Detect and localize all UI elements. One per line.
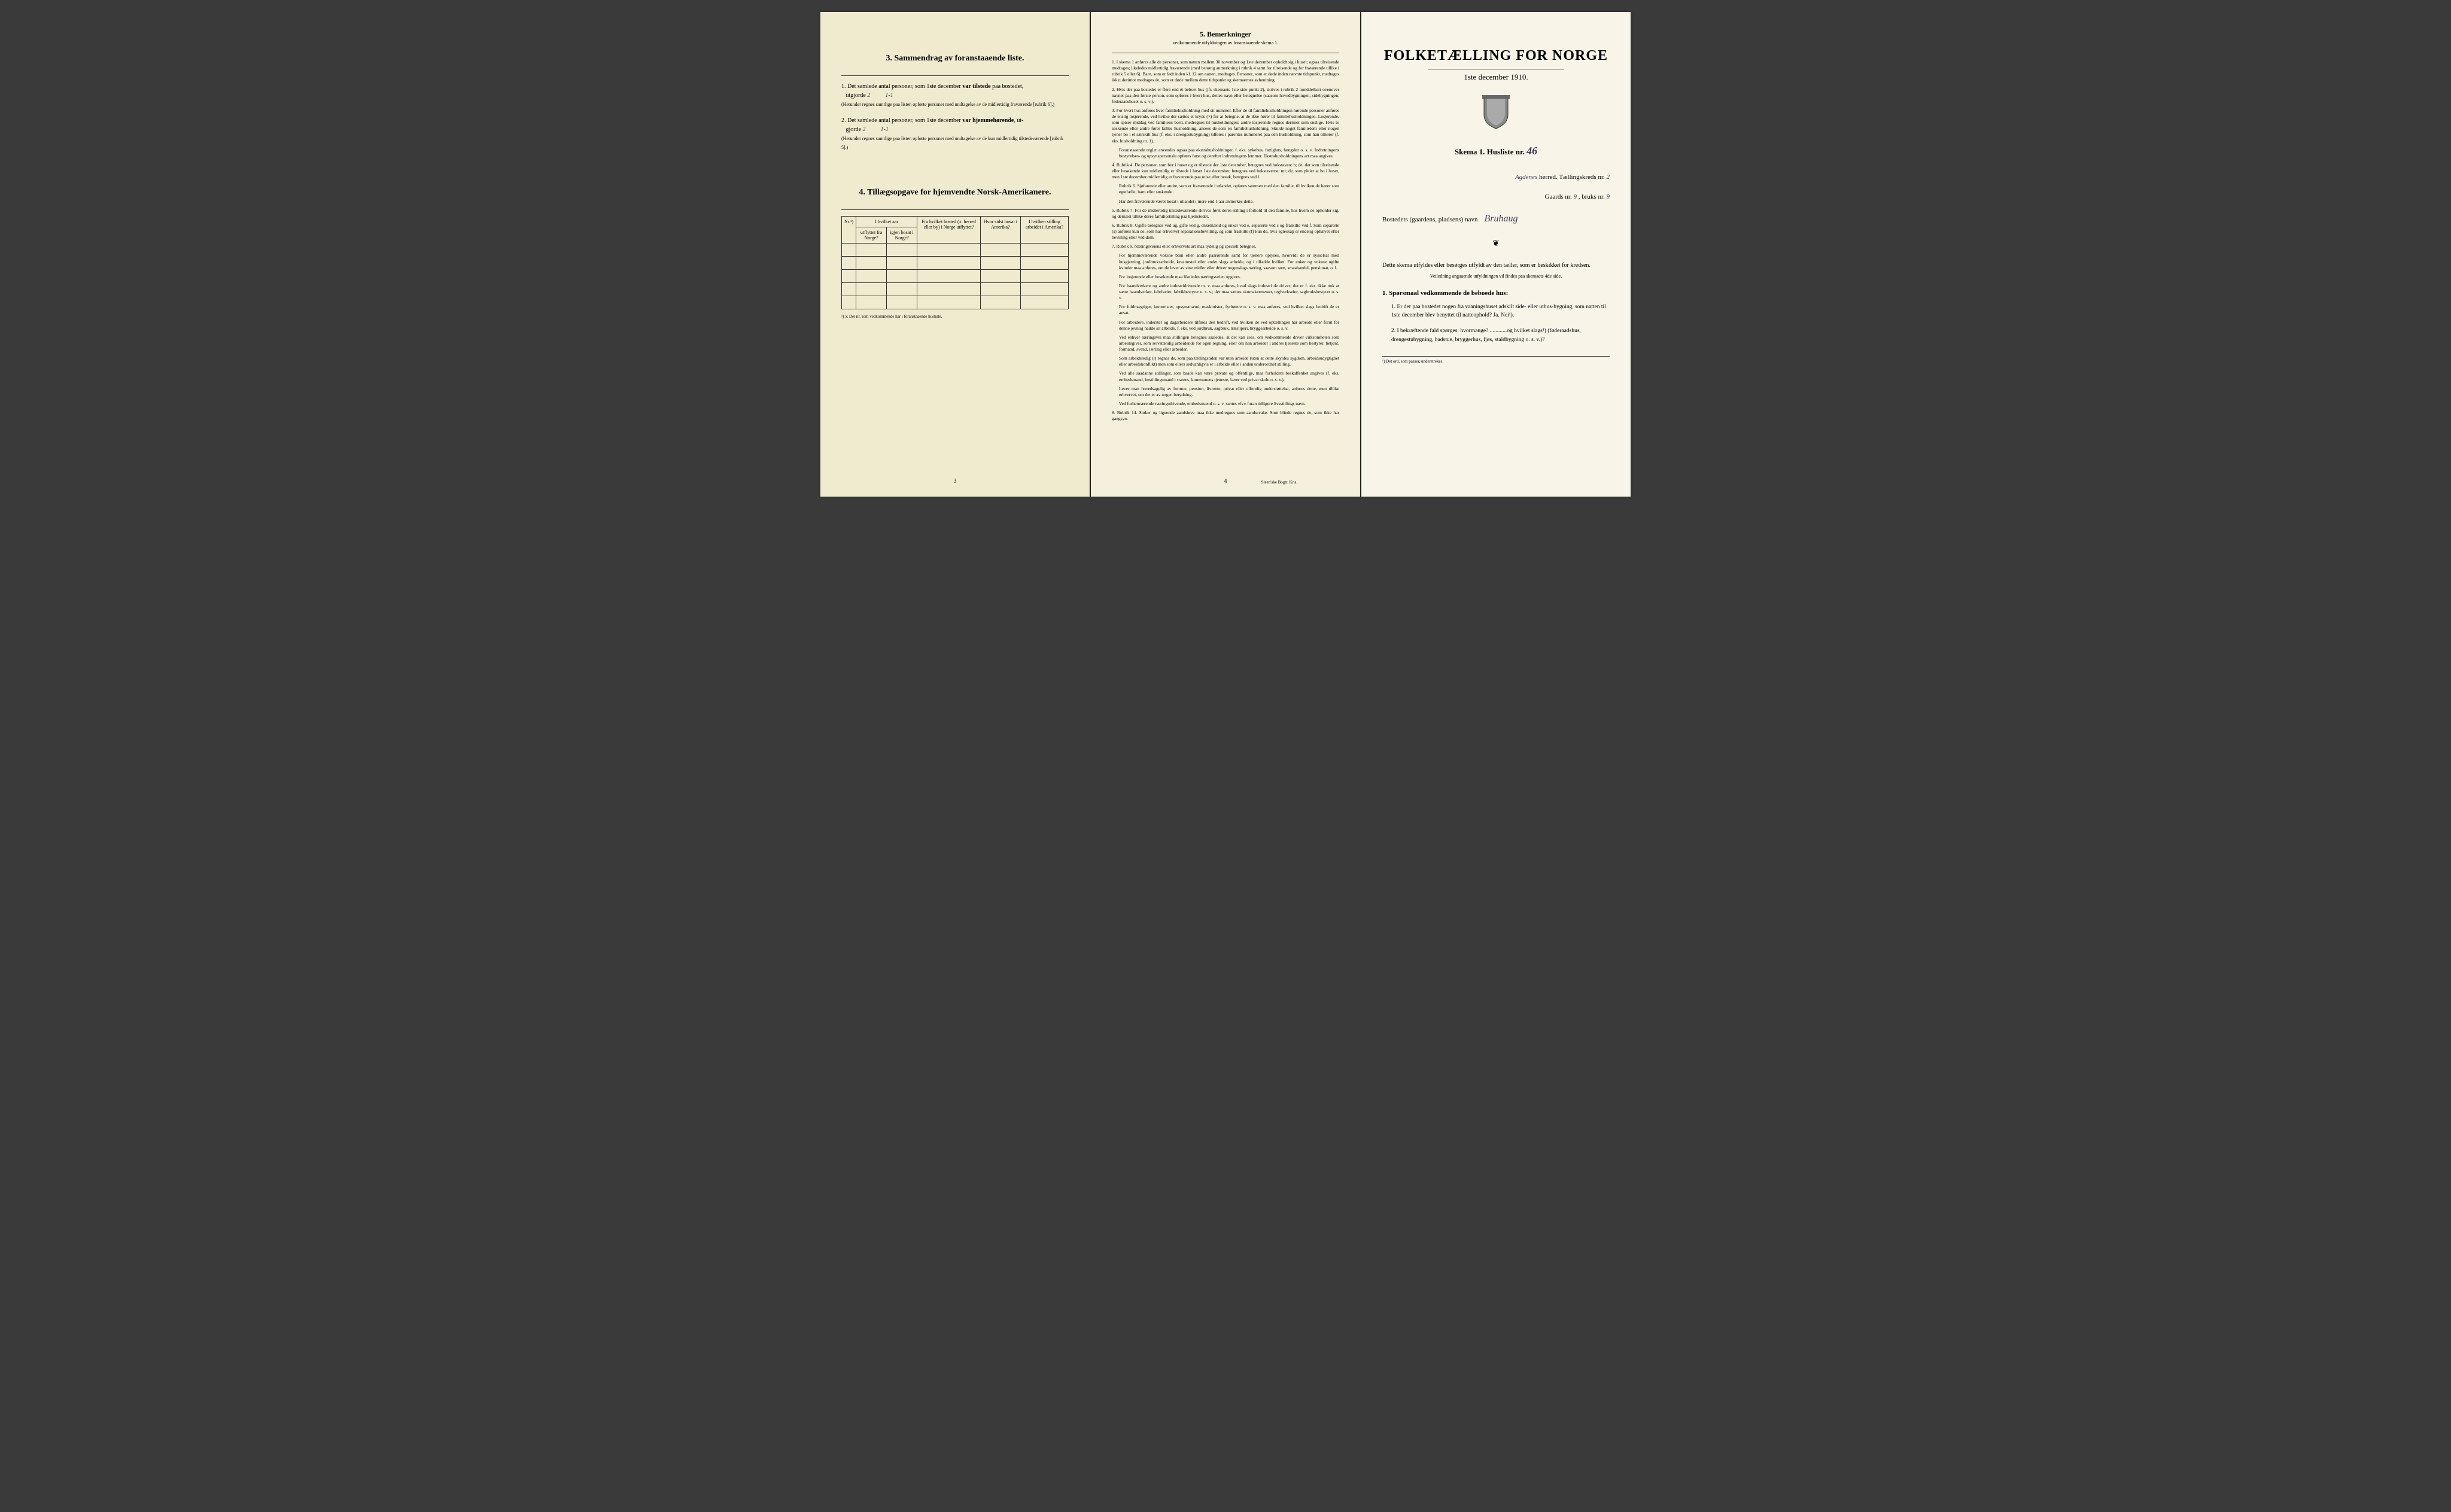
skema-nr: 46 [1526, 145, 1537, 157]
bosted-line: Bostedets (gaardens, pladsens) navn Bruh… [1382, 211, 1610, 227]
section1-heading: 1. Spørsmaal vedkommende de beboede hus: [1382, 290, 1610, 297]
bruks-nr: 9 [1607, 193, 1610, 200]
note-1: 1. I skema 1 anføres alle de personer, s… [1112, 59, 1339, 84]
bosted-name: Bruhaug [1484, 214, 1518, 224]
notes-list: 1. I skema 1 anføres alle de personer, s… [1112, 59, 1339, 422]
item1-suffix: paa bostedet, [991, 83, 1024, 90]
note-7d: For haandverkere og andre industridriven… [1112, 283, 1339, 301]
note-3b: Foranstaaende regler anvendes ogsaa paa … [1112, 147, 1339, 159]
note-2: 2. Hvis der paa bostedet er flere end ét… [1112, 87, 1339, 105]
skema-line: Skema 1. Husliste nr. 46 [1382, 145, 1610, 157]
herred-line: Agdenes herred. Tællingskreds nr. 2 [1382, 172, 1610, 183]
th-col4: Fra hvilket bosted (ɔ: herred eller by) … [917, 217, 981, 244]
note-5: 5. Rubrik 7. For de midlertidig tilstede… [1112, 208, 1339, 220]
page3-footnote: ¹) Det ord, som passer, understrekes. [1382, 356, 1610, 364]
herred-name: Agdenes [1515, 174, 1537, 181]
table-row [842, 296, 1069, 309]
bruks-label: , bruks nr. [1579, 193, 1605, 200]
table-row [842, 283, 1069, 296]
note-7j: Lever man hovedsagelig av formue, pensio… [1112, 386, 1339, 398]
gaards-nr: 9 [1574, 193, 1577, 200]
note-4: 4. Rubrik 4. De personer, som bor i huse… [1112, 162, 1339, 180]
table-footnote: ¹) ɔ: Det nr. som vedkommende har i fora… [841, 314, 1069, 319]
note-4c: Har den fraværende været bosat i utlande… [1112, 199, 1339, 205]
note-7f: For arbeidere, inderster og dagarbeidere… [1112, 320, 1339, 331]
page-3: FOLKETÆLLING FOR NORGE 1ste december 191… [1361, 12, 1631, 497]
kreds-nr: 2 [1607, 174, 1610, 181]
date-line: 1ste december 1910. [1382, 72, 1610, 82]
page-2: 5. Bemerkninger vedkommende utfyldningen… [1091, 12, 1360, 497]
divider-rule-2 [841, 209, 1069, 210]
note-7h: Som arbeidsledig (l) regnes de, som paa … [1112, 355, 1339, 367]
page-1: 3. Sammendrag av foranstaaende liste. 1.… [820, 12, 1090, 497]
instruction-sub: Veiledning angaaende utfyldningen vil fi… [1382, 273, 1610, 279]
item-2: 2. Det samlede antal personer, som 1ste … [841, 116, 1069, 152]
note-7c: For losjerende eller besøkende maa likel… [1112, 274, 1339, 280]
item2-suffix: , ut- [1014, 117, 1023, 124]
page-number: 3 [954, 478, 957, 485]
gaards-label: Gaards nr. [1545, 193, 1572, 200]
printer-mark: Steen'ske Bogtr. Kr.a. [1261, 480, 1298, 485]
note-7g: Ved enhver næringsvei maa stillingen bet… [1112, 334, 1339, 352]
th-group: I hvilket aar [856, 217, 917, 227]
question-2: 2. I bekræftende fald spørges: hvormange… [1391, 327, 1610, 344]
table-row [842, 270, 1069, 283]
note-7b: For hjemmeværende voksne barn eller andr… [1112, 252, 1339, 270]
item1-prefix: 1. Det samlede antal personer, som 1ste … [841, 83, 962, 90]
herred-label: herred. Tællingskreds nr. [1539, 174, 1605, 181]
question-1: 1. Er der paa bostedet nogen fra vaaning… [1391, 303, 1610, 320]
bosted-label: Bostedets (gaardens, pladsens) navn [1382, 216, 1477, 223]
note-7: 7. Rubrik 9. Næringsveiens eller erhverv… [1112, 244, 1339, 250]
val2b: 1-1 [881, 126, 889, 133]
th-col5: Hvor sidst bosat i Amerika? [980, 217, 1020, 244]
th-col6: I hvilken stilling arbeidet i Amerika? [1020, 217, 1068, 244]
note-7e: For fuldmægtiger, kontorister, opsynsmæn… [1112, 304, 1339, 316]
note-6: 6. Rubrik 8. Ugifte betegnes ved ug, gif… [1112, 223, 1339, 241]
ornament-divider: ❦ [1382, 239, 1610, 249]
coat-of-arms-icon [1481, 94, 1511, 130]
amerikanere-table: Nr.¹) I hvilket aar Fra hvilket bosted (… [841, 216, 1069, 309]
document-container: 3. Sammendrag av foranstaaende liste. 1.… [820, 12, 1631, 497]
th-col2: utflyttet fra Norge? [856, 227, 887, 244]
divider-rule [841, 75, 1069, 76]
main-title: FOLKETÆLLING FOR NORGE [1382, 48, 1610, 64]
utgjorde-label: utgjorde [846, 92, 866, 99]
note1: (Herunder regnes samtlige paa listen opf… [841, 102, 1054, 107]
note-7i: Ved alle saadanne stillinger, som baade … [1112, 370, 1339, 382]
note2: (Herunder regnes samtlige paa listen opf… [841, 136, 1063, 150]
table-row [842, 244, 1069, 257]
section-4-title: 4. Tillægsopgave for hjemvendte Norsk-Am… [841, 188, 1069, 197]
item1-bold: var tilstede [962, 83, 990, 90]
item2-prefix: 2. Det samlede antal personer, som 1ste … [841, 117, 962, 124]
th-col3: igjen bosat i Norge? [887, 227, 917, 244]
note-7k: Ved forhenværende næringsdrivende, embed… [1112, 401, 1339, 407]
gjorde-label: gjorde [846, 126, 862, 133]
page2-title: 5. Bemerkninger [1112, 30, 1339, 39]
val1a: 2 [867, 92, 870, 99]
page2-subtitle: vedkommende utfyldningen av foranstaaend… [1112, 40, 1339, 45]
val2a: 2 [863, 126, 866, 133]
note-3: 3. For hvert hus anføres hver familiehus… [1112, 108, 1339, 144]
gaards-line: Gaards nr. 9 , bruks nr. 9 [1382, 192, 1610, 203]
val1b: 1-1 [885, 92, 893, 99]
note-4b: Rubrik 6. Sjøfarende eller andre, som er… [1112, 183, 1339, 195]
item-1: 1. Det samlede antal personer, som 1ste … [841, 82, 1069, 109]
table-row [842, 257, 1069, 270]
th-nr: Nr.¹) [842, 217, 856, 244]
section-3-title: 3. Sammendrag av foranstaaende liste. [841, 54, 1069, 63]
page-number-2: 4 [1224, 478, 1227, 485]
instruction-text: Dette skema utfyldes eller besørges utfy… [1382, 261, 1610, 270]
item2-bold: var hjemmehørende [962, 117, 1014, 124]
note-8: 8. Rubrik 14. Sinker og lignende aandslø… [1112, 410, 1339, 422]
skema-label: Skema 1. Husliste nr. [1455, 147, 1525, 156]
